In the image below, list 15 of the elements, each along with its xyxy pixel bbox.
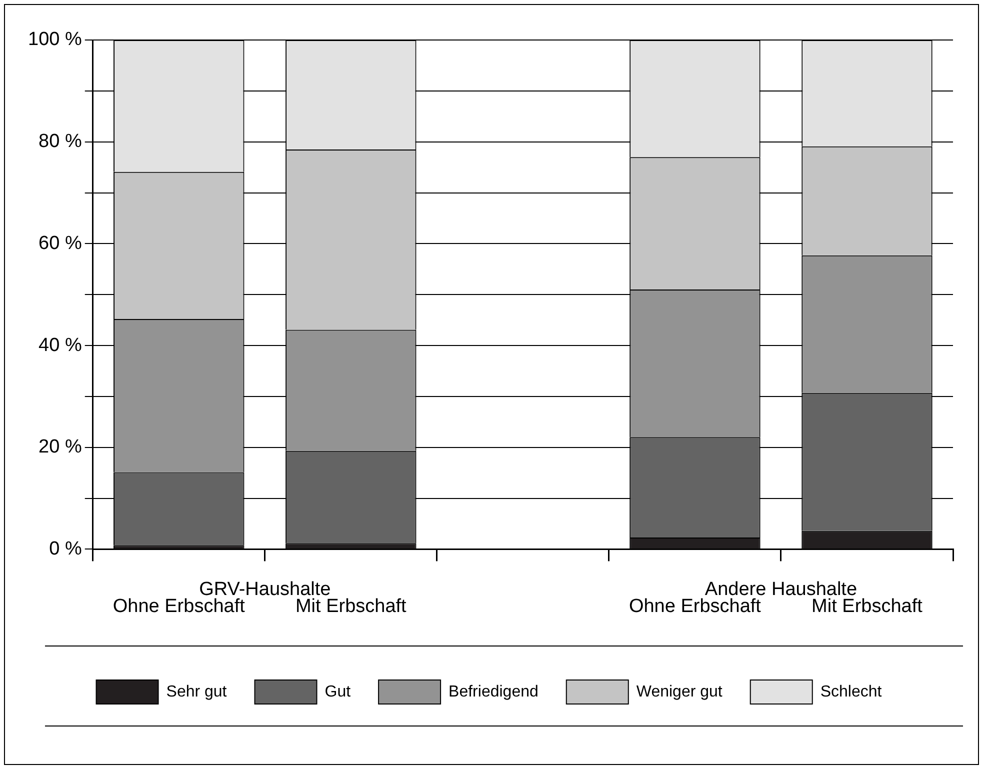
- y-tick-label: 80 %: [38, 131, 82, 152]
- y-tick-label: 0 %: [49, 538, 82, 560]
- legend-label: Befriedigend: [448, 683, 538, 700]
- legend-label: Schlecht: [820, 683, 882, 700]
- y-tick-label: 60 %: [38, 232, 82, 254]
- x-tick-label: Ohne Erbschaft: [112, 596, 246, 617]
- x-tick-label: Ohne Erbschaft: [628, 596, 762, 617]
- x-tick-label: Mit Erbschaft: [295, 596, 408, 617]
- legend-label: Weniger gut: [636, 683, 723, 700]
- y-tick-label: 20 %: [38, 436, 82, 458]
- legend-label: Sehr gut: [166, 683, 228, 700]
- legend-label: Gut: [324, 683, 352, 700]
- x-tick-label: Mit Erbschaft: [812, 596, 924, 617]
- y-tick-label: 40 %: [38, 334, 82, 356]
- y-tick-label: 100 %: [28, 29, 82, 50]
